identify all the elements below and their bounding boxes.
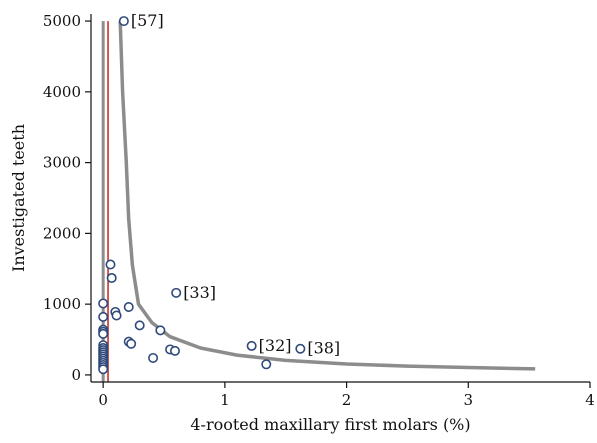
data-point xyxy=(98,311,109,322)
x-tick-label: 4 xyxy=(585,391,595,409)
data-point xyxy=(106,272,117,283)
data-point xyxy=(105,259,116,270)
point-label: [38] xyxy=(307,339,340,358)
data-point xyxy=(111,310,122,321)
y-axis-title: Investigated teeth xyxy=(9,124,28,272)
data-point xyxy=(98,328,109,339)
y-tick-label: 3000 xyxy=(43,154,81,172)
data-point xyxy=(134,320,145,331)
data-point xyxy=(148,352,159,363)
x-ticks: 0 1 2 3 4 xyxy=(98,382,595,409)
data-point xyxy=(171,287,182,298)
y-ticks: 0 1000 2000 3000 4000 5000 xyxy=(43,12,91,384)
y-tick-label: 5000 xyxy=(43,12,81,30)
data-point xyxy=(155,325,166,336)
data-point xyxy=(98,298,109,309)
data-point xyxy=(126,338,137,349)
x-tick-label: 1 xyxy=(220,391,230,409)
data-point xyxy=(98,364,109,375)
y-tick-label: 1000 xyxy=(43,295,81,313)
data-point xyxy=(169,345,180,356)
data-point xyxy=(118,16,129,27)
x-axis-title: 4-rooted maxillary first molars (%) xyxy=(190,415,470,434)
data-point xyxy=(261,359,272,370)
y-tick-label: 0 xyxy=(71,366,81,384)
axes-layer xyxy=(90,14,590,383)
data-point xyxy=(246,340,257,351)
data-point xyxy=(295,343,306,354)
point-label: [57] xyxy=(131,11,164,30)
point-label: [33] xyxy=(183,283,216,302)
guides-layer xyxy=(101,21,536,382)
point-label: [32] xyxy=(259,336,292,355)
x-tick-label: 0 xyxy=(98,391,108,409)
data-point xyxy=(123,301,134,312)
points-layer: [57] [33] [32] [38] xyxy=(98,11,340,375)
y-tick-label: 2000 xyxy=(43,224,81,242)
x-tick-label: 3 xyxy=(464,391,474,409)
x-tick-label: 2 xyxy=(342,391,352,409)
funnel-curve xyxy=(118,21,536,371)
y-tick-label: 4000 xyxy=(43,83,81,101)
